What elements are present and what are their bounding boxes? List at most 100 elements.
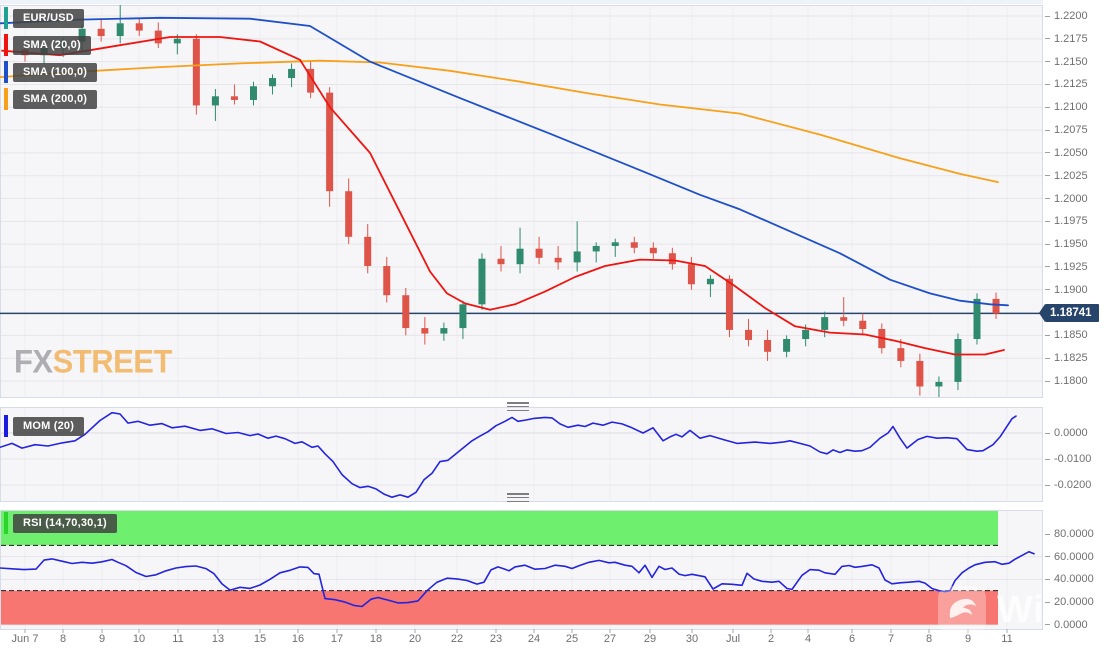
candle-body bbox=[897, 348, 905, 361]
x-axis-label: 2 bbox=[767, 633, 775, 645]
rsi-line bbox=[0, 550, 1035, 608]
candle-body bbox=[497, 258, 505, 265]
x-axis-label: 22 bbox=[450, 633, 464, 645]
x-axis-label: Jul bbox=[725, 633, 741, 645]
x-axis-label: 13 bbox=[211, 633, 225, 645]
rsi-color-bar bbox=[4, 512, 8, 534]
candle-body bbox=[345, 191, 353, 237]
candle-body bbox=[288, 68, 296, 79]
sma20-color-bar bbox=[4, 34, 8, 56]
candle-body bbox=[173, 38, 181, 44]
candle-body bbox=[440, 328, 448, 334]
mom-axis-label: 0.0000 bbox=[1045, 426, 1088, 440]
price-axis-label: 1.2125 bbox=[1045, 77, 1088, 91]
candle-body bbox=[421, 328, 429, 334]
legend-sma200[interactable]: SMA (200,0) bbox=[4, 88, 98, 110]
candle-body bbox=[478, 258, 486, 305]
rsi-panel[interactable] bbox=[0, 550, 1035, 608]
x-axis-label: 11 bbox=[1001, 633, 1013, 645]
mom-panel[interactable] bbox=[0, 411, 1017, 499]
x-axis-label: 17 bbox=[330, 633, 344, 645]
candle-body bbox=[687, 264, 695, 285]
legend-sma100[interactable]: SMA (100,0) bbox=[4, 61, 98, 83]
candle-body bbox=[611, 242, 619, 246]
price-axis-label: 1.1800 bbox=[1045, 374, 1088, 388]
x-axis-label: 7 bbox=[887, 633, 895, 645]
candle-body bbox=[192, 38, 200, 106]
fxstreet-fx-text: FX bbox=[14, 343, 53, 380]
panel-bg bbox=[0, 407, 1043, 502]
legend-label-sma100: SMA (100,0) bbox=[13, 62, 98, 82]
panel-resize-handle-icon[interactable] bbox=[507, 402, 529, 411]
candle-body bbox=[516, 248, 524, 265]
x-axis-label: 4 bbox=[804, 633, 812, 645]
sma200-color-bar bbox=[4, 88, 8, 110]
candle-body bbox=[249, 86, 257, 100]
candle-body bbox=[783, 339, 791, 352]
legend-eurusd[interactable]: EUR/USD bbox=[4, 7, 84, 29]
candle-body bbox=[802, 329, 810, 340]
legend-label-mom: MOM (20) bbox=[13, 416, 85, 436]
fxstreet-street-text: STREET bbox=[52, 343, 173, 380]
price-axis-label: 1.2000 bbox=[1045, 192, 1088, 206]
price-panel[interactable] bbox=[0, 2, 1043, 397]
legend-rsi[interactable]: RSI (14,70,30,1) bbox=[4, 512, 117, 534]
legend-sma20[interactable]: SMA (20,0) bbox=[4, 34, 91, 56]
price-axis-label: 1.2200 bbox=[1045, 9, 1088, 23]
price-axis-label: 1.2025 bbox=[1045, 169, 1088, 183]
price-axis-label: 1.1925 bbox=[1045, 260, 1088, 274]
candle-body bbox=[402, 295, 410, 329]
candle-body bbox=[859, 320, 867, 329]
fxstreet-watermark: FXSTREET bbox=[14, 343, 172, 381]
x-axis-label: 15 bbox=[253, 633, 267, 645]
candle-body bbox=[725, 278, 733, 330]
sma100-line bbox=[0, 16, 1009, 307]
price-axis-label: 1.2075 bbox=[1045, 123, 1088, 137]
candle-body bbox=[821, 317, 829, 330]
x-axis-label: 8 bbox=[925, 633, 933, 645]
x-axis-label: 16 bbox=[291, 633, 305, 645]
legend-mom[interactable]: MOM (20) bbox=[4, 415, 85, 437]
x-axis-label: 23 bbox=[489, 633, 503, 645]
candle-body bbox=[630, 242, 638, 248]
candle-body bbox=[764, 339, 772, 352]
candle-body bbox=[668, 253, 676, 265]
x-axis-label: 20 bbox=[408, 633, 422, 645]
candle-body bbox=[992, 298, 1000, 314]
price-axis-label: 1.2175 bbox=[1045, 32, 1088, 46]
panel-resize-handle-icon[interactable] bbox=[507, 493, 529, 502]
candle-body bbox=[307, 68, 315, 93]
rsi-axis-label: 60.0000 bbox=[1045, 550, 1094, 564]
price-axis-label: 1.1975 bbox=[1045, 214, 1088, 228]
candle-body bbox=[649, 247, 657, 254]
candle-body bbox=[592, 245, 600, 252]
candle-body bbox=[916, 360, 924, 387]
candle-body bbox=[230, 96, 238, 100]
x-axis-label: Jun 7 bbox=[11, 633, 39, 645]
legend-label-eurusd: EUR/USD bbox=[13, 8, 84, 28]
x-axis-label: 24 bbox=[527, 633, 541, 645]
x-axis-label: 11 bbox=[172, 633, 184, 645]
price-axis-label: 1.1950 bbox=[1045, 237, 1088, 251]
x-axis-label: 10 bbox=[132, 633, 146, 645]
candle-body bbox=[554, 257, 562, 263]
candle-body bbox=[78, 28, 86, 42]
candle-body bbox=[935, 381, 943, 387]
x-axis-label: 18 bbox=[369, 633, 383, 645]
candle-body bbox=[954, 339, 962, 382]
rsi-axis-label: 20.0000 bbox=[1045, 595, 1094, 609]
candle-body bbox=[383, 266, 391, 296]
x-axis-label: 30 bbox=[685, 633, 699, 645]
x-axis-label: 6 bbox=[848, 633, 856, 645]
mom-axis-label: -0.0100 bbox=[1045, 452, 1091, 466]
x-axis-label: 29 bbox=[643, 633, 657, 645]
candle-body bbox=[116, 23, 124, 37]
legend-label-sma20: SMA (20,0) bbox=[13, 35, 91, 55]
candle-body bbox=[459, 304, 467, 329]
candle-body bbox=[269, 78, 277, 87]
price-axis-label: 1.1825 bbox=[1045, 351, 1088, 365]
candle-body bbox=[573, 251, 581, 263]
candle-body bbox=[973, 298, 981, 340]
